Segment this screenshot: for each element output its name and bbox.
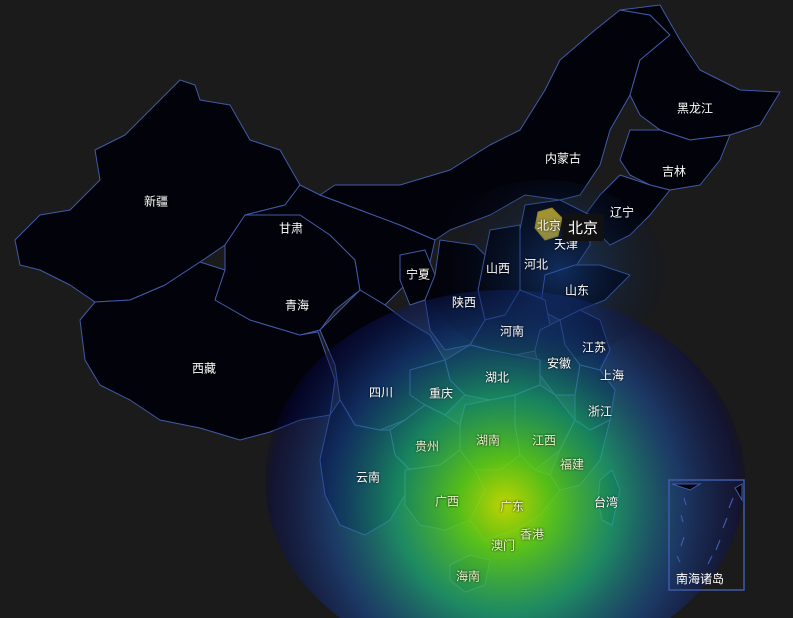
label-gansu: 甘肃 — [278, 221, 304, 236]
label-aomen: 澳门 — [490, 538, 516, 553]
label-hebei: 河北 — [523, 257, 549, 272]
label-beijing[interactable]: 北京 — [536, 218, 562, 233]
label-zhejiang: 浙江 — [587, 404, 613, 419]
label-heilongjiang: 黑龙江 — [676, 101, 714, 116]
label-jilin: 吉林 — [661, 164, 687, 179]
label-jiangsu: 江苏 — [581, 340, 607, 355]
label-hubei: 湖北 — [484, 370, 510, 385]
label-shandong: 山东 — [564, 283, 590, 298]
label-qinghai: 青海 — [284, 298, 310, 313]
label-neimenggu: 内蒙古 — [544, 151, 582, 166]
label-taiwan: 台湾 — [593, 495, 619, 510]
label-jiangxi: 江西 — [531, 433, 557, 448]
south-china-sea-inset — [668, 479, 745, 591]
label-hainan: 海南 — [455, 569, 481, 584]
label-sichuan: 四川 — [368, 385, 394, 400]
label-fujian: 福建 — [559, 457, 585, 472]
label-anhui: 安徽 — [546, 356, 572, 371]
label-henan: 河南 — [499, 324, 525, 339]
heatmap-glow-north — [425, 180, 665, 360]
label-guizhou: 贵州 — [414, 439, 440, 454]
label-shanghai: 上海 — [599, 368, 625, 383]
label-hunan: 湖南 — [475, 433, 501, 448]
label-yunnan: 云南 — [355, 470, 381, 485]
label-ningxia: 宁夏 — [405, 267, 431, 282]
label-xianggang: 香港 — [519, 527, 545, 542]
label-liaoning: 辽宁 — [609, 205, 635, 220]
label-guangxi: 广西 — [434, 494, 460, 509]
region-jilin[interactable] — [619, 129, 731, 191]
label-xinjiang: 新疆 — [143, 194, 169, 209]
south-china-sea-label: 南海诸岛 — [676, 572, 725, 586]
heatmap-glow — [265, 290, 745, 618]
map-tooltip: 北京 — [562, 214, 605, 241]
label-chongqing: 重庆 — [428, 386, 454, 401]
label-shaanxi: 陕西 — [451, 295, 477, 310]
label-xizang: 西藏 — [191, 361, 217, 376]
label-shanxi: 山西 — [485, 261, 511, 276]
label-guangdong: 广东 — [499, 499, 525, 514]
label-tianjin: 天津 — [553, 237, 579, 252]
